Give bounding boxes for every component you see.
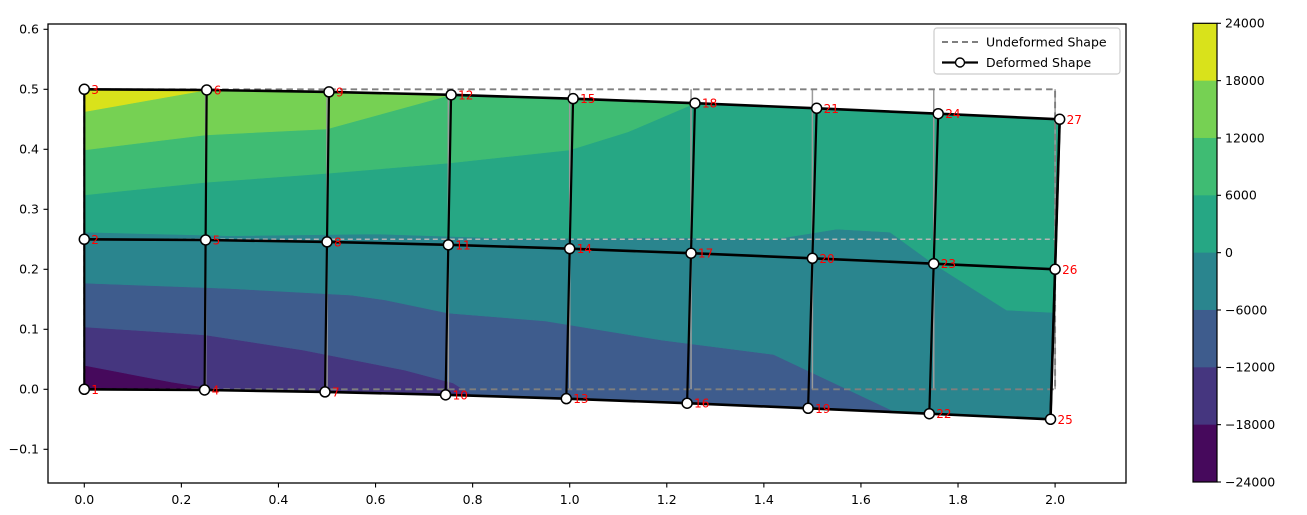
- colorbar-segment: [1193, 252, 1217, 311]
- node-label: 19: [815, 402, 830, 416]
- colorbar-segment: [1193, 309, 1217, 368]
- node-label: 20: [819, 252, 834, 266]
- node-label: 18: [702, 97, 717, 111]
- node-label: 11: [455, 238, 470, 252]
- node-marker: [1049, 263, 1061, 276]
- node-marker: [1053, 113, 1066, 126]
- node-marker: [1044, 413, 1057, 426]
- x-tick-label: 0.4: [269, 492, 289, 507]
- node-marker: [439, 389, 452, 401]
- node-label: 5: [213, 233, 221, 247]
- colorbar-tick-label: −6000: [1225, 302, 1267, 317]
- node-marker: [681, 397, 693, 409]
- y-tick-label: 0.4: [19, 142, 39, 157]
- x-tick-label: 0.2: [171, 492, 191, 507]
- node-label: 8: [334, 235, 342, 249]
- colorbar-segment: [1193, 195, 1217, 254]
- node-label: 4: [212, 383, 220, 397]
- colorbar-segment: [1193, 424, 1217, 483]
- y-tick-label: −0.1: [9, 442, 39, 457]
- y-tick-label: 0.5: [19, 82, 39, 97]
- x-tick-label: 1.2: [657, 492, 677, 507]
- legend-box: [933, 27, 1121, 75]
- node-label: 15: [580, 92, 595, 106]
- node-marker: [442, 239, 455, 251]
- node-label: 21: [824, 102, 839, 116]
- node-marker: [560, 392, 573, 405]
- node-marker: [810, 102, 823, 115]
- node-marker: [199, 234, 212, 246]
- node-marker: [445, 89, 457, 101]
- colorbar-tick-label: 6000: [1225, 188, 1257, 203]
- node-marker: [323, 86, 335, 98]
- node-label: 13: [573, 392, 588, 406]
- node-marker: [932, 107, 944, 120]
- colorbar-segment: [1193, 80, 1217, 139]
- node-marker: [200, 84, 213, 96]
- node-label: 6: [214, 83, 222, 97]
- x-tick-label: 1.8: [948, 492, 968, 507]
- x-tick-label: 0.8: [463, 492, 483, 507]
- node-marker: [923, 407, 936, 420]
- node-marker: [78, 233, 91, 246]
- node-label: 23: [941, 257, 956, 271]
- legend-label-deformed: Deformed Shape: [986, 55, 1092, 70]
- node-marker: [685, 247, 697, 259]
- y-tick-label: 0.0: [19, 382, 39, 397]
- node-marker: [78, 383, 91, 396]
- node-label: 1: [91, 383, 99, 397]
- node-label: 7: [332, 385, 340, 399]
- node-marker: [567, 92, 579, 105]
- y-tick-label: 0.3: [19, 202, 39, 217]
- x-tick-label: 0.0: [74, 492, 94, 507]
- node-marker: [319, 386, 331, 398]
- legend-label-undeformed: Undeformed Shape: [986, 34, 1107, 49]
- colorbar-tick-label: −24000: [1225, 474, 1275, 489]
- colorbar-tick-label: −12000: [1225, 360, 1275, 375]
- node-label: 24: [945, 107, 960, 121]
- x-tick-label: 0.6: [366, 492, 386, 507]
- node-marker: [563, 242, 576, 255]
- node-marker: [78, 83, 91, 96]
- node-label: 10: [453, 388, 468, 402]
- node-label: 26: [1062, 263, 1077, 277]
- y-tick-label: 0.1: [19, 322, 39, 337]
- legend-sample-marker: [954, 57, 966, 68]
- y-tick-label: 0.2: [19, 262, 39, 277]
- colorbar-segment: [1193, 367, 1217, 426]
- node-label: 17: [698, 247, 713, 261]
- node-label: 27: [1067, 113, 1082, 127]
- x-tick-label: 1.4: [754, 492, 774, 507]
- axes-frame: [47, 23, 1127, 484]
- node-label: 16: [694, 397, 709, 411]
- colorbar-segment: [1193, 137, 1217, 196]
- node-label: 9: [336, 85, 344, 99]
- node-marker: [802, 402, 814, 415]
- node-label: 22: [936, 407, 951, 421]
- node-marker: [806, 252, 819, 265]
- node-marker: [928, 257, 940, 270]
- colorbar-tick-label: 24000: [1225, 16, 1265, 31]
- node-label: 25: [1058, 413, 1073, 427]
- colorbar-segment: [1193, 23, 1217, 82]
- node-label: 2: [91, 233, 99, 247]
- x-tick-label: 1.0: [560, 492, 580, 507]
- x-tick-label: 2.0: [1045, 492, 1065, 507]
- node-label: 14: [577, 242, 592, 256]
- undeformed-outline: [83, 88, 1057, 391]
- y-tick-label: 0.6: [19, 22, 39, 37]
- colorbar-tick-label: 18000: [1225, 73, 1265, 88]
- x-tick-label: 1.6: [851, 492, 871, 507]
- colorbar-tick-label: −18000: [1225, 417, 1275, 432]
- node-label: 3: [91, 83, 99, 97]
- colorbar-tick-label: 0: [1225, 245, 1233, 260]
- node-marker: [321, 236, 333, 248]
- node-label: 12: [458, 88, 473, 102]
- node-marker: [198, 384, 211, 396]
- colorbar-tick-label: 12000: [1225, 130, 1265, 145]
- node-marker: [689, 97, 701, 109]
